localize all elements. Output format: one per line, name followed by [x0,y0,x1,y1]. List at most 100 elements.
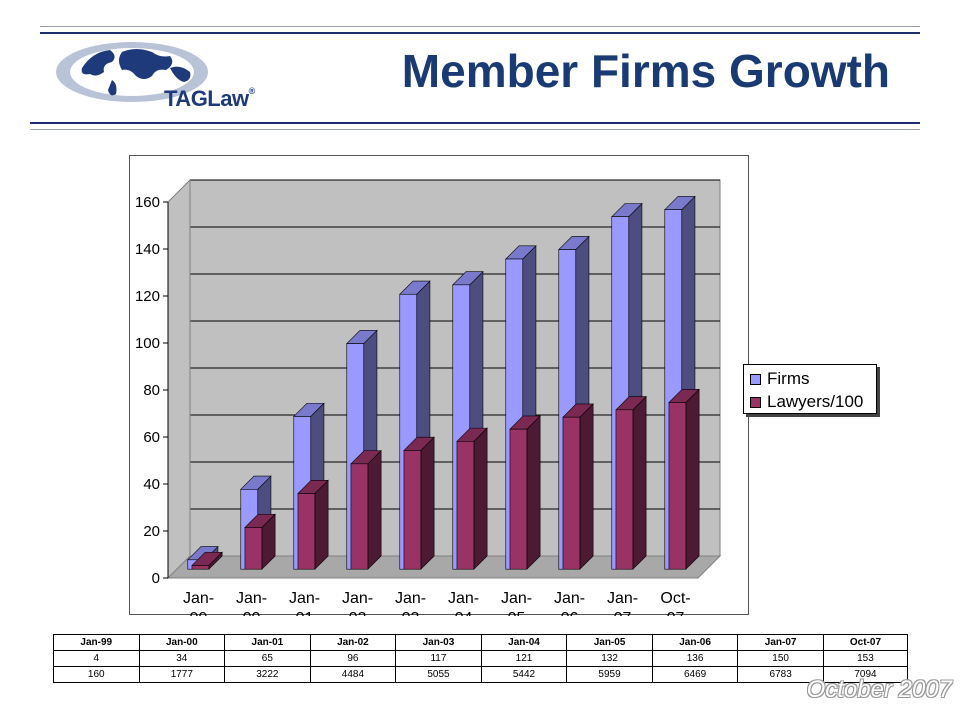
x-tick-label: 07 [667,610,685,616]
lawyers-bar-side [367,449,382,570]
table-cell: 96 [309,650,397,667]
table-cell: 7094 [822,666,909,683]
y-tick-label: 0 [152,570,160,587]
lawyers-bar-side [526,415,541,570]
x-tick-label: Jan- [289,590,320,607]
table-header-cell: Jan-03 [395,634,482,651]
x-tick-label: 03 [402,610,420,616]
x-tick-label: 04 [455,610,473,616]
x-tick-label: 07 [614,610,632,616]
table-header-cell: Jan-06 [651,634,739,651]
lawyers-bar [403,450,422,570]
x-tick-label: Jan- [501,590,532,607]
table-header-cell: Jan-05 [566,634,653,651]
table-cell: 5055 [395,666,482,683]
lawyers-bar-side [632,395,647,570]
x-tick-label: 00 [243,610,261,616]
logo-wordmark: TAGLaw [164,86,249,111]
y-tick-label: 60 [143,429,160,446]
x-tick-label: Jan- [236,590,267,607]
y-tick-label: 40 [143,476,160,493]
y-tick-label: 100 [135,335,160,352]
table-header-cell: Jan-01 [224,634,311,651]
legend-swatch-firms [750,373,761,385]
lawyers-bar-side [579,403,594,570]
table-header-row: Jan-99 Jan-00 Jan-01 Jan-02 Jan-03 Jan-04 Jan-… [53,634,909,651]
table-cell: 117 [395,650,482,667]
footer-date: October 2007 [806,676,952,703]
y-tick-label: 140 [135,241,160,258]
table-header-cell: Jan-07 [737,634,824,651]
x-tick-label: Jan- [395,590,426,607]
table-cell: 65 [224,650,311,667]
legend-item-lawyers: Lawyers/100 [750,392,863,412]
table-cell: 5442 [480,666,568,683]
chart-area: 020406080100120140160Jan-99Jan-00Jan-01J… [129,155,749,616]
globe-icon [56,42,208,102]
lawyers-bar [615,409,634,570]
table-cell: 1777 [138,666,226,683]
x-tick-label: Jan- [183,590,214,607]
table-cell: 136 [651,650,739,667]
table-row: 160 1777 3222 4484 5055 5442 5959 6469 6783 7094 [53,666,909,683]
bar-chart: 020406080100120140160Jan-99Jan-00Jan-01J… [135,178,722,616]
registered-mark: ® [248,86,256,96]
lawyers-bar-side [420,436,435,570]
y-tick-label: 120 [135,288,160,305]
legend-label-lawyers: Lawyers/100 [767,392,864,411]
table-row: 4 34 65 96 117 121 132 136 150 153 [53,650,909,667]
table-cell: 3222 [224,666,311,683]
table-header-cell: Jan-00 [138,634,226,651]
table-cell: 121 [480,650,568,667]
lawyers-bar [191,565,210,570]
legend-item-firms: Firms [750,369,809,389]
lawyers-bar-side [685,388,700,570]
x-tick-label: 06 [561,610,579,616]
table-cell: 5959 [566,666,653,683]
x-tick-label: Jan- [342,590,373,607]
table-cell: 6469 [651,666,739,683]
table-header-cell: Jan-02 [309,634,397,651]
x-tick-label: 05 [508,610,526,616]
y-tick-label: 20 [143,523,160,540]
lawyers-bar [562,416,581,570]
x-tick-label: Oct- [660,590,690,607]
header-rule-top-accent [40,32,920,34]
table-header-cell: Jan-04 [480,634,568,651]
y-tick-label: 80 [143,382,160,399]
lawyers-bar-side [314,479,329,570]
lawyers-bar [509,428,528,570]
lawyers-bar [456,441,475,570]
x-tick-label: Jan- [448,590,479,607]
x-tick-label: 02 [349,610,367,616]
data-table: Jan-99 Jan-00 Jan-01 Jan-02 Jan-03 Jan-04 Jan-… [53,634,909,683]
table-header-cell: Jan-99 [53,634,140,651]
lawyers-bar [668,402,687,570]
table-cell: 150 [737,650,824,667]
header-rule-bottom-accent [30,122,920,124]
header-rule-top [40,26,920,27]
table-cell: 34 [138,650,226,667]
legend-swatch-lawyers [750,396,761,408]
x-tick-label: Jan- [607,590,638,607]
table-cell: 4484 [309,666,397,683]
taglaw-logo: TAGLaw® [52,38,282,118]
x-tick-label: 01 [296,610,314,616]
lawyers-bar-side [473,427,488,570]
table-cell: 4 [53,650,140,667]
table-cell: 132 [566,650,653,667]
table-cell: 160 [53,666,140,683]
lawyers-bar [244,527,263,570]
plot-side-wall [167,178,191,580]
legend-label-firms: Firms [767,369,810,388]
header-rule-bottom [30,129,920,130]
table-header-cell: Oct-07 [822,634,909,651]
x-tick-label: 99 [190,610,208,616]
table-cell: 153 [822,650,909,667]
y-tick-label: 160 [135,194,160,211]
page-title: Member Firms Growth [401,45,890,97]
lawyers-bar [297,493,316,570]
x-tick-label: Jan- [554,590,585,607]
chart-legend: Firms Lawyers/100 [743,364,877,414]
lawyers-bar [350,463,369,570]
